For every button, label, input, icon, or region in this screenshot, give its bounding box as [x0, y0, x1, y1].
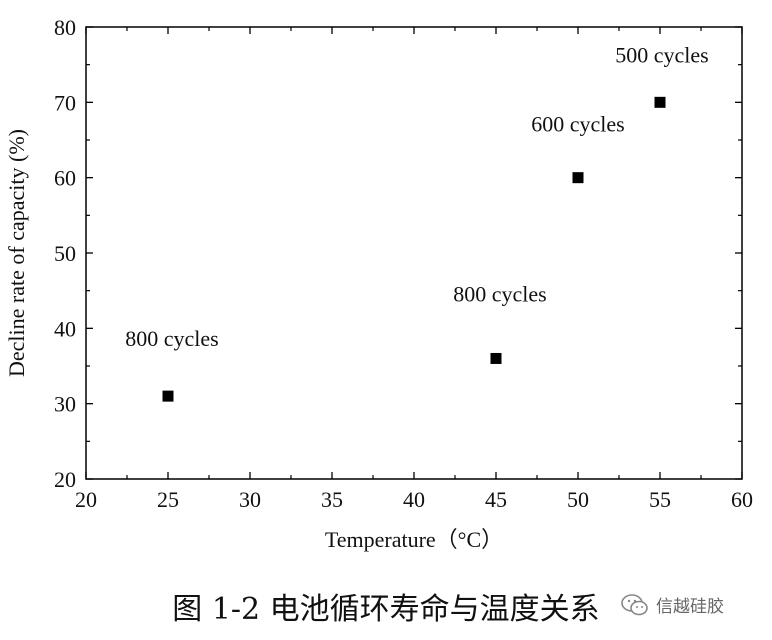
y-tick-label: 40	[54, 316, 76, 341]
scatter-chart: 20 25 30 35 40 45 50 55 60 20 30 40 50 60 70 80 800 cyc…	[4, 15, 753, 552]
x-tick-label: 20	[75, 487, 97, 512]
figure-caption: 图 1-2 电池循环寿命与温度关系	[172, 592, 600, 627]
wechat-logo-icon	[621, 593, 648, 615]
y-axis-label: Decline rate of capacity (%)	[4, 129, 29, 377]
data-point	[490, 352, 502, 364]
data-labels: 800 cycles 800 cycles 600 cycles 500 cycles	[125, 42, 708, 351]
y-tick-label: 70	[54, 90, 76, 115]
x-tick-label: 50	[567, 487, 589, 512]
y-tick-label: 50	[54, 241, 76, 266]
data-label: 800 cycles	[453, 281, 546, 306]
watermark-text: 信越硅胶	[656, 597, 724, 617]
x-tick-label: 55	[649, 487, 671, 512]
data-label: 500 cycles	[615, 42, 708, 67]
x-tick-label: 30	[239, 487, 261, 512]
data-point	[654, 96, 666, 108]
x-tick-label: 40	[403, 487, 425, 512]
plot-frame	[85, 26, 743, 480]
data-point	[162, 390, 174, 402]
x-tick-label: 45	[485, 487, 507, 512]
data-label: 800 cycles	[125, 326, 218, 351]
y-tick-label: 30	[54, 392, 76, 417]
x-tick-label: 60	[731, 487, 753, 512]
y-tick-label: 20	[54, 467, 76, 492]
data-point	[572, 172, 584, 184]
axis-tick-labels: 20 25 30 35 40 45 50 55 60 20 30 40 50 60 70 80	[54, 15, 753, 512]
x-axis-label: Temperature（°C）	[325, 527, 503, 552]
x-tick-label: 35	[321, 487, 343, 512]
data-points	[162, 96, 666, 402]
y-tick-label: 80	[54, 15, 76, 40]
axis-ticks	[85, 26, 743, 480]
y-tick-label: 60	[54, 166, 76, 191]
data-label: 600 cycles	[531, 112, 624, 137]
watermark: 信越硅胶	[620, 592, 724, 617]
x-tick-label: 25	[157, 487, 179, 512]
